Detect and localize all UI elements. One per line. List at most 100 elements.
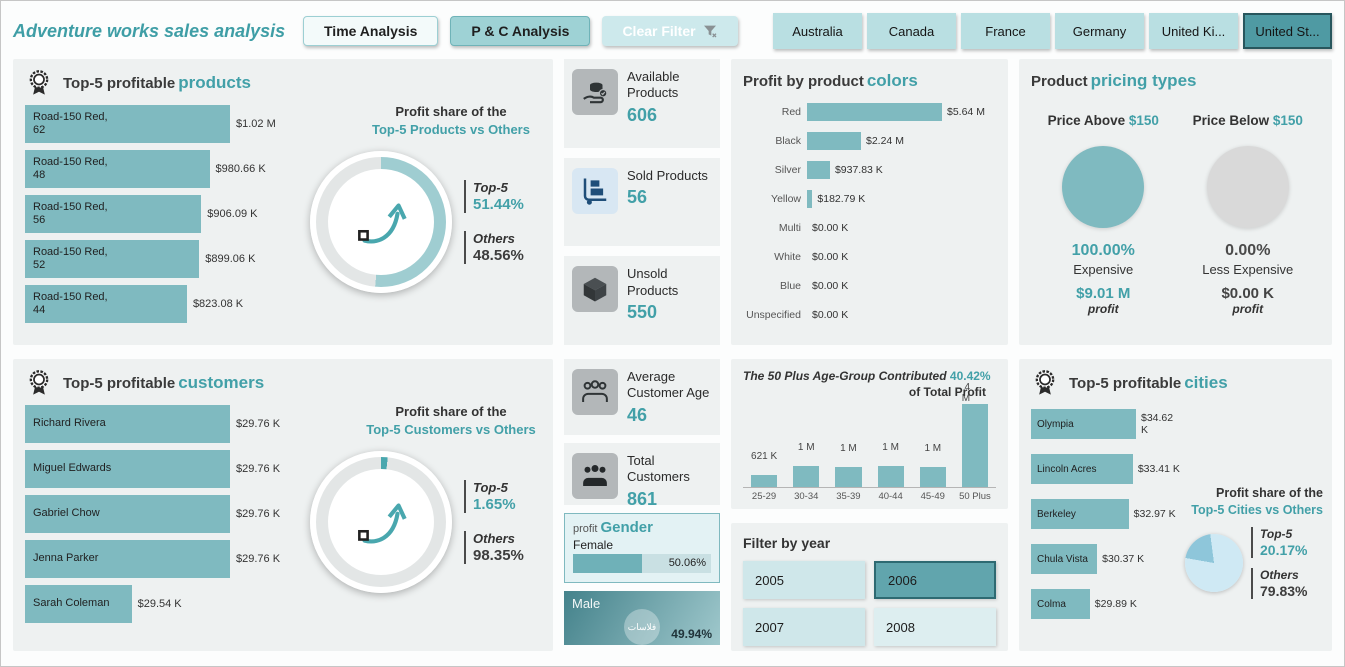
color-row: Yellow $182.79 K — [743, 184, 996, 213]
male-value: 49.94% — [671, 627, 712, 641]
country-label: United St... — [1255, 23, 1320, 39]
age-bar[interactable] — [877, 466, 904, 488]
cities-share-pie[interactable] — [1185, 533, 1243, 592]
top5-share: Top-5 1.65% — [464, 480, 544, 514]
customer-bar[interactable]: Sarah Coleman — [25, 585, 132, 623]
customer-bar-label: Gabriel Chow — [33, 507, 100, 520]
price-above-circle[interactable] — [1062, 146, 1145, 228]
age-bar-chart: 621 K 1 M 1 M 1 M 1 M 4 M — [743, 382, 996, 489]
country-label: Australia — [792, 23, 843, 39]
clear-filter-button[interactable]: Clear Filter — [602, 16, 738, 46]
color-value: $0.00 K — [812, 221, 849, 234]
color-label: White — [774, 250, 801, 263]
kpi-label: Unsold Products — [627, 266, 679, 298]
age-group-panel: The 50 Plus Age-Group Contributed 40.42%… — [731, 359, 1008, 509]
people-outline-icon — [572, 369, 618, 415]
color-row: White $0.00 K — [743, 242, 996, 271]
color-label: Black — [775, 134, 801, 147]
color-label: Unspecified — [746, 308, 801, 321]
kpi-value: 606 — [627, 104, 658, 125]
customer-bar[interactable]: Miguel Edwards — [25, 450, 230, 488]
country-filter-united-states[interactable]: United St... — [1243, 13, 1332, 49]
age-bar-value: 4 M — [961, 382, 971, 405]
age-axis-label: 35-39 — [836, 491, 861, 503]
kpi-label: Sold Products — [627, 167, 708, 183]
watermark: فلاسات — [624, 609, 660, 645]
customer-bar-label: Jenna Parker — [33, 552, 99, 565]
others-share: Others 79.83% — [1251, 567, 1323, 599]
pc-analysis-button[interactable]: P & C Analysis — [450, 16, 591, 46]
color-value: $0.00 K — [812, 279, 849, 292]
customer-bar-value: $29.76 K — [236, 508, 281, 520]
product-bar-label: Road-150 Red, 52 — [33, 245, 108, 271]
product-bar-label: Road-150 Red, 56 — [33, 200, 108, 226]
country-label: United Ki... — [1161, 23, 1226, 39]
city-bar[interactable]: Berkeley — [1031, 499, 1129, 529]
unsold-products-kpi: Unsold Products 550 — [564, 256, 720, 346]
color-row: Red $5.64 M — [743, 97, 996, 126]
others-share: Others 48.56% — [464, 231, 544, 265]
country-filter-canada[interactable]: Canada — [867, 13, 956, 49]
product-bar-value: $1.02 M — [236, 118, 276, 130]
cities-share-caption: Profit share of the Top-5 Cities vs Other… — [1191, 486, 1323, 517]
age-bar[interactable] — [919, 467, 946, 488]
product-bar[interactable]: Road-150 Red, 56 — [25, 195, 202, 233]
product-bar[interactable]: Road-150 Red, 62 — [25, 105, 230, 143]
customer-bar-value: $29.76 K — [236, 553, 281, 565]
age-bar-value: 621 K — [751, 450, 778, 462]
year-label: 2008 — [886, 619, 915, 635]
price-below-circle[interactable] — [1206, 146, 1289, 228]
customer-bar[interactable]: Jenna Parker — [25, 540, 230, 578]
year-button-2005[interactable]: 2005 — [743, 561, 865, 599]
customer-bar[interactable]: Richard Rivera — [25, 405, 230, 443]
customers-share-donut[interactable] — [310, 451, 452, 594]
country-filter-australia[interactable]: Australia — [773, 13, 862, 49]
male-card[interactable]: Male 49.94% فلاسات — [564, 591, 720, 645]
city-bar-value: $29.89 K — [1094, 597, 1137, 610]
country-filter-germany[interactable]: Germany — [1055, 13, 1144, 49]
age-bar[interactable] — [751, 474, 778, 488]
city-bar-row: Chula Vista $30.37 K — [1031, 544, 1181, 574]
country-filter-united-kingdom[interactable]: United Ki... — [1149, 13, 1238, 49]
city-bar-label: Lincoln Acres — [1037, 463, 1097, 475]
color-bar[interactable] — [807, 131, 861, 150]
color-value: $0.00 K — [812, 250, 849, 263]
panel-title: Top-5 profitable cities — [1069, 373, 1228, 392]
year-button-2006[interactable]: 2006 — [874, 561, 996, 599]
product-bar[interactable]: Road-150 Red, 52 — [25, 240, 200, 278]
customer-bar[interactable]: Gabriel Chow — [25, 495, 230, 533]
age-bar[interactable] — [793, 466, 820, 488]
color-bar[interactable] — [807, 189, 813, 208]
age-bar-value: 1 M — [797, 442, 815, 454]
products-share-donut[interactable] — [310, 151, 452, 294]
color-bar[interactable] — [807, 102, 942, 121]
country-filter-france[interactable]: France — [961, 13, 1050, 49]
product-bar[interactable]: Road-150 Red, 44 — [25, 285, 187, 323]
city-bar[interactable]: Chula Vista — [1031, 544, 1098, 574]
age-axis-label: 50 Plus — [959, 491, 991, 503]
top5-share: Top-5 20.17% — [1251, 526, 1323, 558]
country-label: France — [985, 23, 1026, 39]
customer-bar-row: Gabriel Chow $29.76 K — [25, 495, 310, 533]
available-products-kpi: Available Products 606 — [564, 59, 720, 148]
age-bar[interactable] — [835, 467, 862, 488]
year-button-2007[interactable]: 2007 — [743, 608, 865, 646]
growth-arrow-icon — [348, 489, 414, 555]
female-bar[interactable]: 50.06% — [573, 554, 711, 573]
time-analysis-button[interactable]: Time Analysis — [303, 16, 439, 46]
city-bar[interactable]: Olympia — [1031, 409, 1136, 439]
age-bar[interactable] — [961, 404, 989, 488]
color-bar[interactable] — [807, 160, 830, 179]
pricing-types-panel: Product pricing types Price Above $150 10… — [1019, 59, 1332, 345]
city-bar-label: Chula Vista — [1037, 553, 1088, 565]
city-bar[interactable]: Colma — [1031, 589, 1090, 619]
kpi-value: 56 — [627, 186, 648, 207]
year-button-2008[interactable]: 2008 — [874, 608, 996, 646]
product-bar-value: $899.06 K — [205, 253, 256, 265]
product-bar[interactable]: Road-150 Red, 48 — [25, 150, 210, 188]
city-bar[interactable]: Lincoln Acres — [1031, 454, 1133, 484]
age-bar-value: 1 M — [882, 442, 899, 454]
city-bar-label: Colma — [1037, 598, 1066, 610]
medal-icon — [1031, 369, 1059, 397]
age-bar-value: 1 M — [924, 443, 942, 455]
